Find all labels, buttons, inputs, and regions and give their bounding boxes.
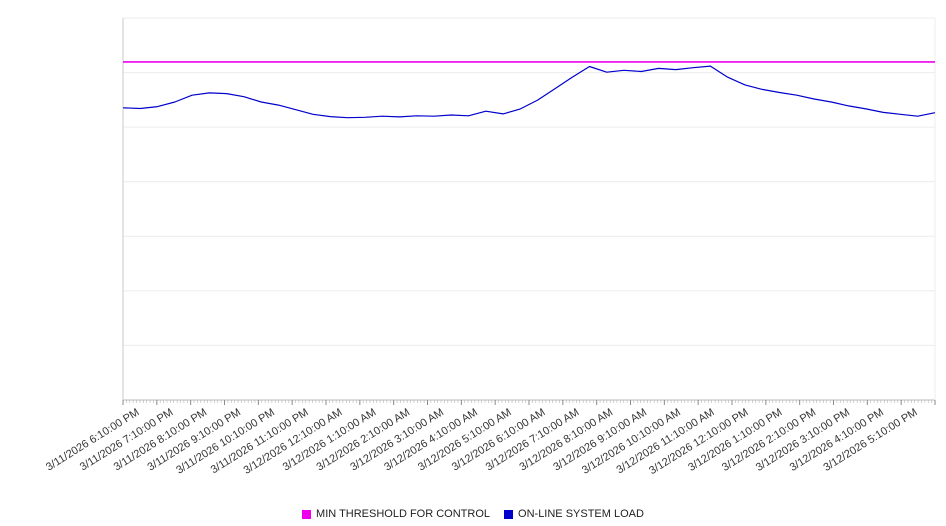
threshold-swatch-icon — [302, 509, 312, 519]
chart-legend: MIN THRESHOLD FOR CONTROL ON-LINE SYSTEM… — [0, 508, 946, 520]
legend-label-load: ON-LINE SYSTEM LOAD — [518, 508, 644, 520]
line-chart: 3/11/2026 6:10:00 PM3/11/2026 7:10:00 PM… — [44, 17, 936, 477]
legend-label-threshold: MIN THRESHOLD FOR CONTROL — [316, 508, 491, 520]
load-series-line — [122, 65, 936, 119]
legend-item-threshold: MIN THRESHOLD FOR CONTROL — [302, 508, 490, 520]
load-swatch-icon — [504, 509, 514, 519]
legend-item-load: ON-LINE SYSTEM LOAD — [504, 508, 644, 520]
